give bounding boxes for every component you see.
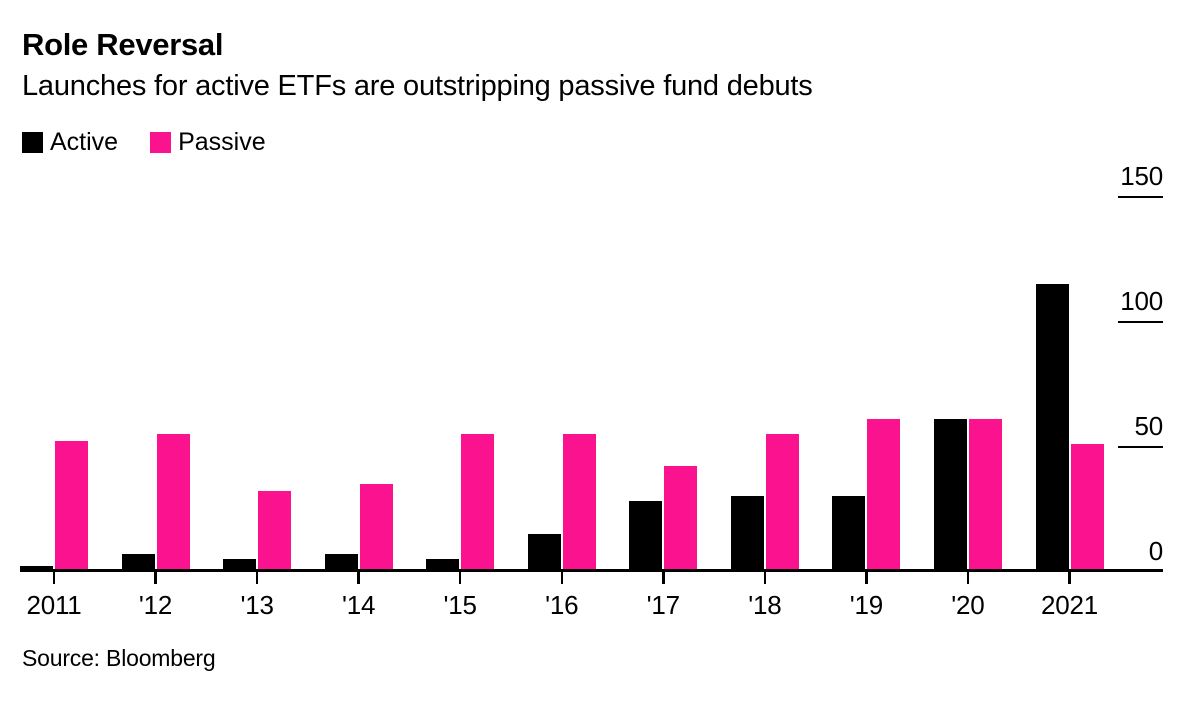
bar-active-2021	[1035, 283, 1069, 571]
x-axis-tick	[865, 571, 868, 584]
bar-passive-2011	[55, 441, 88, 571]
bar-active-2011	[20, 566, 53, 571]
x-axis-tick	[662, 571, 665, 584]
y-axis-label: 0	[1148, 535, 1163, 566]
bar-active-15	[426, 558, 460, 571]
legend-item-active: Active	[22, 128, 118, 157]
bar-passive-12	[156, 433, 190, 571]
y-axis-label: 150	[1120, 160, 1163, 191]
x-axis-label: '19	[849, 590, 884, 620]
x-axis-line	[20, 569, 1163, 572]
x-axis-label: 2011	[26, 590, 82, 620]
y-axis-tick	[1118, 320, 1163, 324]
bar-active-12	[121, 553, 155, 571]
x-axis-label: '18	[748, 590, 782, 620]
x-axis-label: '13	[240, 590, 274, 620]
bar-passive-17	[664, 466, 698, 571]
x-axis-label: '15	[443, 590, 477, 620]
legend-label-passive: Passive	[178, 128, 266, 156]
bar-passive-2021	[1070, 443, 1104, 571]
x-axis-tick	[458, 571, 462, 584]
bar-passive-20	[968, 418, 1002, 571]
x-axis-tick	[560, 571, 563, 584]
x-axis-label: '12	[138, 590, 173, 620]
legend-swatch-active	[22, 132, 43, 153]
y-axis-tick	[1118, 445, 1163, 449]
legend-swatch-passive	[150, 132, 172, 153]
x-axis-tick	[1068, 571, 1071, 584]
legend-item-passive: Passive	[150, 128, 266, 157]
bar-passive-14	[359, 483, 393, 571]
bar-active-14	[324, 553, 358, 571]
x-axis-label: '17	[646, 590, 680, 620]
bar-passive-19	[867, 418, 901, 571]
bar-passive-15	[461, 433, 495, 571]
x-axis-tick	[966, 571, 970, 584]
bar-active-20	[933, 418, 967, 571]
bar-passive-16	[562, 433, 596, 571]
chart-title: Role Reversal	[22, 27, 224, 62]
bar-active-19	[832, 496, 866, 571]
x-axis-tick	[763, 571, 767, 584]
x-axis-label: '16	[545, 590, 579, 620]
chart-subtitle: Launches for active ETFs are outstrippin…	[22, 70, 813, 102]
x-axis-label: '14	[341, 590, 376, 620]
x-axis-tick	[52, 571, 56, 584]
x-axis-label: 2021	[1040, 590, 1099, 620]
bar-active-16	[527, 533, 561, 571]
source-note: Source: Bloomberg	[22, 645, 216, 671]
y-axis-label: 100	[1120, 285, 1163, 316]
bar-active-18	[730, 496, 764, 571]
x-axis-tick	[154, 571, 157, 584]
bar-passive-18	[765, 433, 799, 571]
x-axis-label: '20	[951, 590, 985, 620]
x-axis-tick	[255, 571, 259, 584]
bar-active-17	[629, 501, 663, 571]
bar-active-13	[223, 558, 257, 571]
legend-label-active: Active	[50, 128, 119, 156]
y-axis-label: 50	[1134, 410, 1163, 441]
y-axis-tick	[1118, 195, 1163, 199]
bar-passive-13	[258, 491, 292, 571]
x-axis-tick	[357, 571, 360, 584]
legend: Active Passive	[22, 128, 298, 157]
